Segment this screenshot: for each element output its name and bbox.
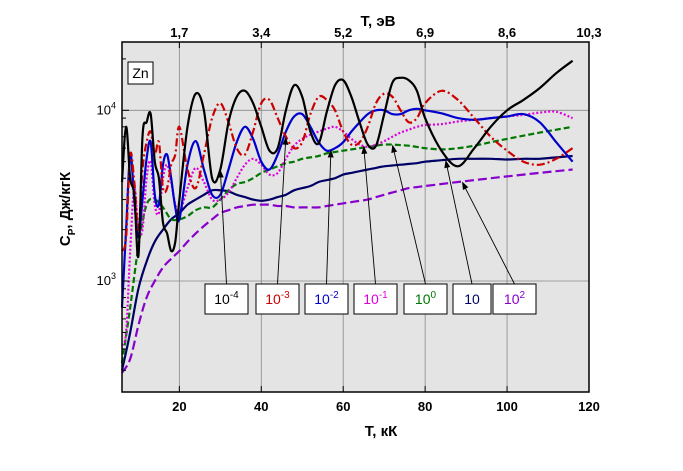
annotation-arrowhead (327, 149, 334, 158)
legend-label: 102 (504, 290, 526, 307)
plot-frame (121, 41, 590, 393)
annotation-arrow (393, 150, 426, 285)
annotation-arrowhead (462, 181, 469, 191)
element-label-box (127, 61, 154, 85)
series-line (120, 89, 574, 252)
legend-label: 100 (415, 290, 437, 307)
annotation-arrow (326, 155, 332, 285)
series-line (121, 168, 573, 374)
legend-box (403, 283, 448, 315)
top-tick-label: 8,6 (498, 25, 516, 40)
legend-label: 10 (464, 291, 480, 307)
series-line (120, 59, 574, 259)
annotation-arrowhead (217, 169, 224, 178)
element-label: Zn (132, 65, 148, 81)
annotation-arrowhead (391, 144, 398, 154)
top-tick-label: 3,4 (252, 25, 271, 40)
top-tick-label: 1,7 (170, 25, 188, 40)
annotation-arrow (446, 165, 473, 285)
series-line (120, 110, 574, 346)
x-tick-label: 20 (172, 399, 186, 414)
annotation-arrow (464, 186, 515, 285)
y-tick-label: 103 (97, 271, 116, 288)
legend-box (492, 283, 537, 315)
x-tick-label: 100 (496, 399, 518, 414)
top-tick-label: 6,9 (416, 25, 434, 40)
y-axis-label: CP, Дж/кгК (57, 171, 78, 246)
series-layer (120, 59, 574, 374)
top-tick-label: 10,3 (576, 25, 601, 40)
annotation-arrowhead (282, 136, 289, 145)
series-line (120, 125, 573, 364)
x-tick-label: 40 (254, 399, 268, 414)
top-tick-label: 5,2 (334, 25, 352, 40)
y-tick-label: 104 (97, 100, 116, 117)
legend-label: 10-4 (214, 290, 239, 307)
legend-box (204, 283, 249, 315)
annotation-arrow (220, 175, 227, 285)
top-x-axis-label: T, эВ (361, 13, 396, 30)
legend-box (304, 283, 349, 315)
x-tick-label: 80 (418, 399, 432, 414)
x-tick-label: 60 (336, 399, 350, 414)
annotation-arrow (277, 142, 286, 285)
x-axis-label: T, кК (365, 423, 398, 440)
legend-label: 10-1 (363, 290, 388, 307)
x-tick-label: 120 (578, 399, 600, 414)
legend-label: 10-2 (314, 290, 339, 307)
legend-box (353, 283, 398, 315)
legend-box (255, 283, 300, 315)
annotations-layer: 10-4 10-3 10-2 10-1 100 10 102 (204, 136, 537, 315)
annotation-arrow (363, 151, 376, 285)
legend-box (452, 283, 492, 315)
series-line (120, 107, 574, 308)
plot-area (122, 42, 589, 392)
ticks-layer: 20 40 60 80 100 120 1,7 3,4 5,2 6,9 8,6 10,3 103 104 (97, 25, 602, 414)
legend-label: 10-3 (265, 290, 290, 307)
annotation-arrowhead (361, 145, 368, 154)
series-line (120, 154, 573, 371)
annotation-arrowhead (444, 159, 451, 169)
